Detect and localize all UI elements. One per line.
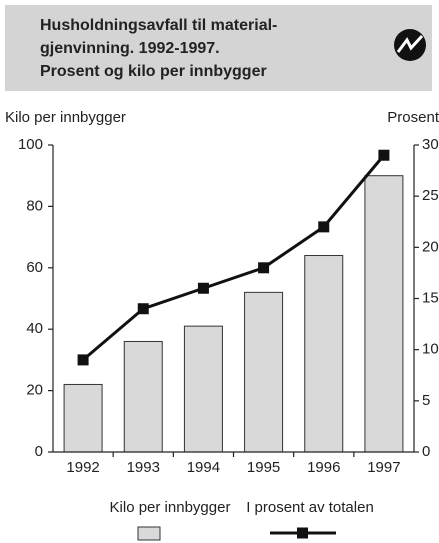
bar — [244, 291, 284, 453]
x-tick-label: 1997 — [367, 459, 400, 476]
y-tick-label: 20 — [26, 382, 43, 399]
chart-title: gjenvinning. 1992-1997. — [40, 40, 220, 57]
y-tick-label: 80 — [26, 197, 43, 214]
bar — [304, 255, 344, 453]
bar — [364, 175, 404, 453]
y2-tick-label: 15 — [422, 289, 439, 306]
x-tick-label: 1996 — [307, 459, 340, 476]
line — [82, 154, 386, 362]
y2-axis-label: Prosent — [387, 109, 439, 126]
x-tick-label: 1995 — [247, 459, 280, 476]
y-tick-label: 100 — [18, 136, 43, 153]
line-marker — [258, 262, 270, 274]
icon — [394, 29, 426, 61]
x-tick-label: 1992 — [66, 459, 99, 476]
y-tick-label: 60 — [26, 259, 43, 276]
line-marker — [378, 149, 390, 161]
chart-title: Prosent og kilo per innbygger — [40, 63, 267, 80]
line-marker — [137, 303, 149, 315]
bar — [123, 340, 163, 453]
line-marker — [197, 282, 209, 294]
bar — [183, 325, 223, 453]
line-marker — [77, 354, 89, 366]
y2-tick-label: 10 — [422, 341, 439, 358]
x-tick-label: 1993 — [127, 459, 160, 476]
x-tick-label: 1994 — [187, 459, 220, 476]
header-box — [5, 5, 432, 91]
y-tick-label: 0 — [35, 443, 43, 460]
y2-tick-label: 30 — [422, 136, 439, 153]
y2-tick-label: 0 — [422, 443, 430, 460]
legend-label: Kilo per innbygger — [110, 499, 231, 516]
bar — [63, 383, 103, 453]
legend-swatch — [137, 526, 161, 541]
y-tick-label: 40 — [26, 320, 43, 337]
legend-label: I prosent av totalen — [246, 499, 374, 516]
y-axis-label: Kilo per innbygger — [5, 109, 126, 126]
y2-tick-label: 20 — [422, 238, 439, 255]
line-marker — [318, 221, 330, 233]
legend-swatch — [297, 527, 308, 539]
y2-tick-label: 25 — [422, 187, 439, 204]
y2-tick-label: 5 — [422, 392, 430, 409]
chart-title: Husholdningsavfall til material- — [40, 17, 277, 34]
